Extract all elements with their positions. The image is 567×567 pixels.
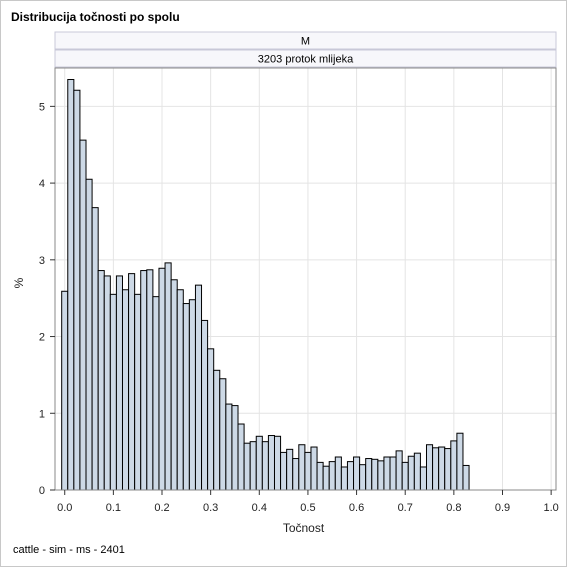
panel-strip-col-label: 3203 protok mlijeka [258,54,354,66]
histogram-bar [425,444,434,491]
histogram-bar [438,446,446,491]
plot-border [54,67,557,491]
histogram-bar [407,455,415,491]
panel-strip-row [54,31,557,50]
histogram-bar [346,461,355,491]
histogram-bar [261,441,269,491]
histogram-bar [365,458,373,491]
x-tick-label: 1.0 [543,502,558,514]
y-tick-label: 2 [39,332,45,344]
y-tick-label: 1 [39,408,45,420]
histogram-bar [97,270,105,491]
histogram-bar [401,461,409,491]
histogram-bar [73,89,81,491]
histogram-bar [353,456,361,491]
x-tick-label: 0.2 [154,502,169,514]
histogram-bar [201,319,209,491]
histogram-bar [128,273,136,491]
histogram-bar [158,267,166,491]
histogram-bar [359,464,367,491]
x-tick-label: 0.1 [106,502,121,514]
x-tick-label: 0.4 [252,502,267,514]
histogram-bar [432,447,440,491]
x-tick-label: 0.0 [57,502,72,514]
histogram-bar [170,279,178,491]
histogram-bar [213,369,221,491]
histogram-bar [444,448,452,491]
histogram-bar [243,442,251,491]
histogram-bar [419,466,427,491]
histogram-bar [322,465,330,491]
y-tick-label: 5 [39,101,45,113]
histogram-bar [267,435,275,491]
histogram-bar [316,461,324,491]
histogram-bar [207,348,215,491]
x-tick-label: 0.7 [398,502,413,514]
histogram-bar [280,451,288,491]
histogram-bar [121,289,130,491]
histogram-bar [249,441,257,491]
histogram-bar [109,293,117,491]
histogram-bar [61,290,69,491]
histogram-bar [328,461,336,491]
histogram-bar [413,452,421,491]
histogram-bar [334,456,342,491]
histogram-bar [462,464,470,491]
x-tick-label: 0.5 [300,502,315,514]
y-axis-label: % [12,277,26,288]
histogram-bar [286,448,294,491]
histogram-bar [134,293,142,491]
histogram-bar [273,435,282,491]
histogram-bar [115,275,123,491]
histogram-bar [255,435,263,491]
histogram-bar [152,296,160,491]
x-axis-label: Točnost [283,521,325,535]
histogram-bar [182,303,190,491]
histogram-bar [194,284,203,491]
histogram-bar [310,446,318,491]
x-tick-label: 0.3 [203,502,218,514]
histogram-bar [164,262,172,491]
x-tick-label: 0.8 [446,502,461,514]
histogram-bar [176,289,184,491]
histogram-bar [225,403,233,491]
histogram-bar [304,451,312,491]
chart-title: Distribucija točnosti po spolu [11,10,180,24]
panel-strip-row-label: M [301,36,310,48]
histogram-bar [395,450,403,491]
histogram-bar [389,456,397,491]
y-tick-label: 4 [39,178,45,190]
histogram-bar [79,139,87,491]
histogram-bar [146,269,154,491]
histogram-bar [298,444,306,491]
y-tick-label: 3 [39,255,45,267]
y-tick-label: 0 [39,485,45,497]
histogram-bar [383,456,391,491]
histogram-bar [85,178,93,491]
histogram-bar [237,423,245,491]
histogram-bar [140,270,148,491]
histogram-bar [292,458,300,491]
histogram-bar [231,405,239,491]
histogram-bar [219,378,227,491]
histogram-bar [340,466,348,491]
footnote: cattle - sim - ms - 2401 [13,544,125,556]
histogram-bar [67,79,75,491]
histogram-bar [91,207,99,491]
x-tick-label: 0.9 [495,502,510,514]
histogram-bar [371,458,379,491]
histogram-bar [377,460,385,491]
histogram-bar [188,299,196,491]
panel-strip-col [54,49,557,68]
histogram-bar [103,275,111,491]
x-tick-label: 0.6 [349,502,364,514]
histogram-bar [450,440,458,491]
histogram-bar [456,432,464,491]
